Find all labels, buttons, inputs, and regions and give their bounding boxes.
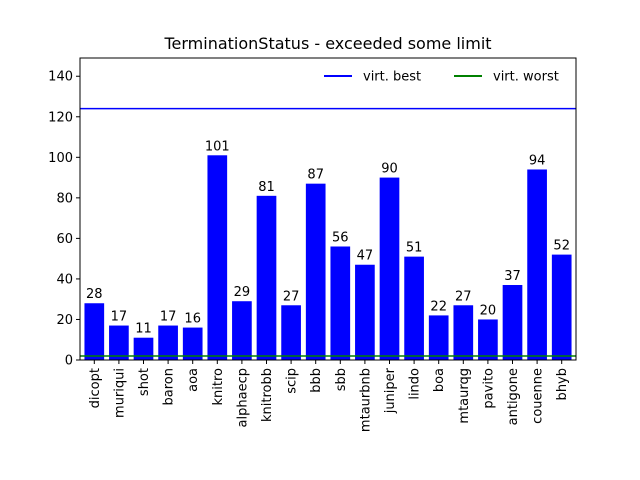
x-tick-label: shot (137, 368, 152, 396)
bar-value-label: 27 (283, 289, 300, 304)
bar-value-label: 51 (406, 241, 423, 256)
y-tick-label: 80 (56, 191, 73, 206)
x-tick-label: bhyb (555, 368, 570, 400)
bar-knitrobb (256, 195, 277, 360)
bar-value-label: 87 (307, 168, 324, 183)
bar-sbb (330, 246, 351, 360)
x-tick-label: pavito (481, 368, 496, 409)
bar-boa (428, 315, 449, 360)
x-tick-label: knitrobb (260, 368, 275, 422)
x-tick-label: aoa (186, 368, 201, 392)
bar-couenne (527, 169, 547, 360)
bar-value-label: 94 (529, 153, 546, 168)
bar-muriqui (109, 325, 129, 360)
bar-aoa (182, 327, 203, 360)
bar-alphaecp (232, 301, 252, 360)
bar-value-label: 11 (135, 322, 152, 337)
bar-lindo (404, 256, 424, 360)
legend-label: virt. worst (493, 70, 559, 85)
bar-scip (281, 305, 301, 360)
x-tick-label: couenne (531, 368, 546, 424)
bar-shot (133, 337, 154, 360)
y-tick-label: 0 (65, 354, 73, 369)
y-tick-label: 60 (56, 232, 73, 247)
bar-bbb (305, 183, 326, 360)
x-tick-label: bbb (309, 368, 324, 393)
bar-value-label: 56 (332, 230, 349, 245)
legend: virt. best virt. worst (324, 70, 559, 85)
y-tick-label: 20 (56, 313, 73, 328)
bar-mtaurqg (453, 305, 474, 360)
bar-value-label: 17 (160, 310, 177, 325)
x-tick-label: knitro (211, 368, 226, 406)
x-tick-label: dicopt (88, 368, 103, 408)
y-tick-label: 120 (48, 110, 73, 125)
bar-value-label: 27 (455, 289, 472, 304)
bar-mtaurbnb (355, 264, 375, 360)
bar-value-label: 20 (480, 303, 497, 318)
x-tick-label: scip (285, 368, 300, 394)
x-tick-label: alphaecp (235, 368, 250, 427)
bar-value-label: 22 (430, 299, 447, 314)
y-tick-label: 140 (48, 70, 73, 85)
x-tick-label: baron (162, 368, 177, 405)
x-tick-label: juniper (383, 367, 398, 414)
y-tick-label: 40 (56, 272, 73, 287)
bar-value-label: 16 (184, 312, 201, 327)
x-tick-label: muriqui (112, 368, 127, 418)
x-tick-label: lindo (408, 368, 423, 400)
bar-pavito (478, 319, 498, 360)
legend-label: virt. best (363, 70, 421, 85)
plot-frame (79, 57, 577, 361)
bar-value-label: 29 (234, 285, 251, 300)
bar-juniper (379, 177, 400, 360)
bar-antigone (502, 285, 523, 360)
bar-value-label: 37 (504, 269, 521, 284)
bar-value-label: 81 (258, 180, 275, 195)
y-tick-label: 100 (48, 151, 73, 166)
bar-value-label: 90 (381, 162, 398, 177)
bar-value-label: 17 (111, 310, 128, 325)
x-tick-label: mtaurbnb (358, 368, 373, 432)
x-tick-label: mtaurqg (457, 368, 472, 424)
x-tick-label: boa (432, 368, 447, 392)
bar-value-label: 28 (86, 287, 103, 302)
bar-bhyb (551, 254, 572, 360)
bar-baron (158, 325, 178, 360)
chart-title: TerminationStatus - exceeded some limit (163, 34, 491, 53)
bar-dicopt (84, 303, 105, 360)
plot-area: 28 dicopt 17 muriqui 11 shot 17 baron 16 aoa 101 kn… (48, 57, 577, 432)
x-tick-label: sbb (334, 368, 349, 391)
bar-value-label: 47 (357, 249, 374, 264)
x-tick-label: antigone (506, 368, 521, 425)
bar-value-label: 52 (553, 239, 570, 254)
bar-knitro (207, 155, 228, 360)
bar-value-label: 101 (205, 139, 230, 154)
